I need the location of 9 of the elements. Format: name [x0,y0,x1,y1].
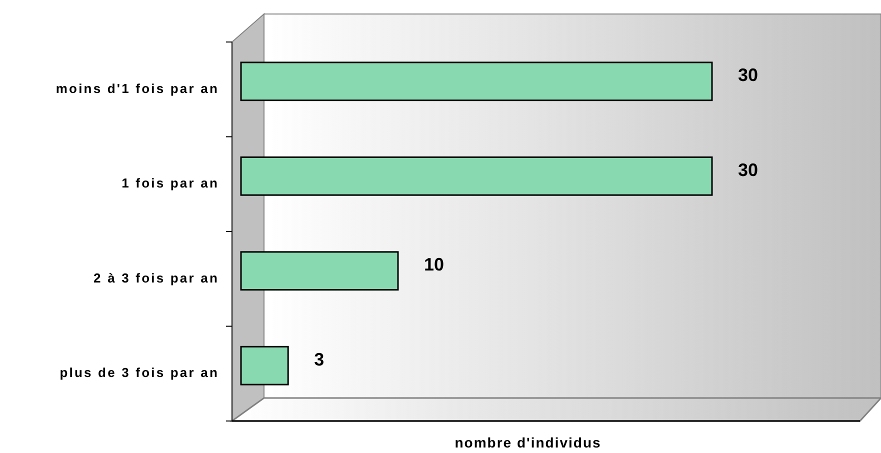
data-label: 10 [424,254,444,275]
y-tick-label: plus de 3 fois par an [60,365,219,380]
x-axis-title: nombre d'individus [454,434,602,451]
data-label: 30 [738,160,758,180]
y-tick-label: 2 à 3 fois par an [94,270,219,286]
y-tick-label: 1 fois par an [122,176,219,191]
data-label: 3 [314,349,324,370]
data-label: 30 [738,65,758,86]
y-tick-label: moins d'1 fois par an [56,80,219,96]
